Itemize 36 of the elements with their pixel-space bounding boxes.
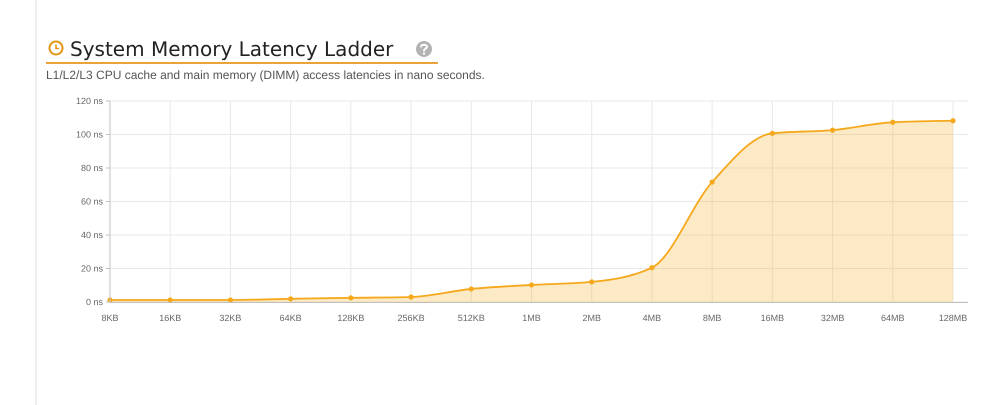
x-tick-label: 2MB <box>582 313 601 323</box>
x-tick-label: 4MB <box>642 313 662 323</box>
y-tick-label: 40 ns <box>80 230 104 240</box>
x-tick-label: 8KB <box>101 313 119 323</box>
x-tick-label: 32KB <box>219 313 242 323</box>
point <box>649 265 655 270</box>
x-tick-label: 64MB <box>881 313 905 323</box>
point <box>468 286 474 292</box>
x-tick-label: 512KB <box>458 313 485 323</box>
point <box>710 179 715 185</box>
chart-title: System Memory Latency Ladder <box>70 37 394 61</box>
point <box>348 295 354 300</box>
x-tick-label: 1MB <box>522 313 541 323</box>
x-tick-label: 128KB <box>337 313 364 323</box>
y-tick-label: 120 ns <box>76 96 104 106</box>
x-tick-label: 32MB <box>820 313 844 323</box>
point <box>770 130 775 136</box>
point <box>528 282 534 288</box>
y-tick-label: 60 ns <box>80 196 104 207</box>
y-tick-label: 0 ns <box>86 297 104 308</box>
point <box>830 128 836 133</box>
chart-subtitle: L1/L2/L3 CPU cache and main memory (DIMM) access latencies in nano seconds. <box>46 68 485 82</box>
point <box>589 279 594 284</box>
x-tick-label: 8MB <box>702 313 722 323</box>
point <box>288 296 294 302</box>
point <box>950 118 956 124</box>
y-tick-label: 20 ns <box>80 264 104 274</box>
point <box>408 294 414 300</box>
point <box>890 120 896 125</box>
x-tick-label: 256KB <box>398 313 425 323</box>
x-tick-label: 128MB <box>938 313 968 323</box>
y-tick-label: 100 ns <box>76 130 104 140</box>
x-tick-label: 64KB <box>280 313 302 323</box>
y-tick-label: 80 ns <box>80 163 104 174</box>
x-tick-label: 16KB <box>159 313 182 323</box>
x-tick-label: 16MB <box>760 313 784 323</box>
